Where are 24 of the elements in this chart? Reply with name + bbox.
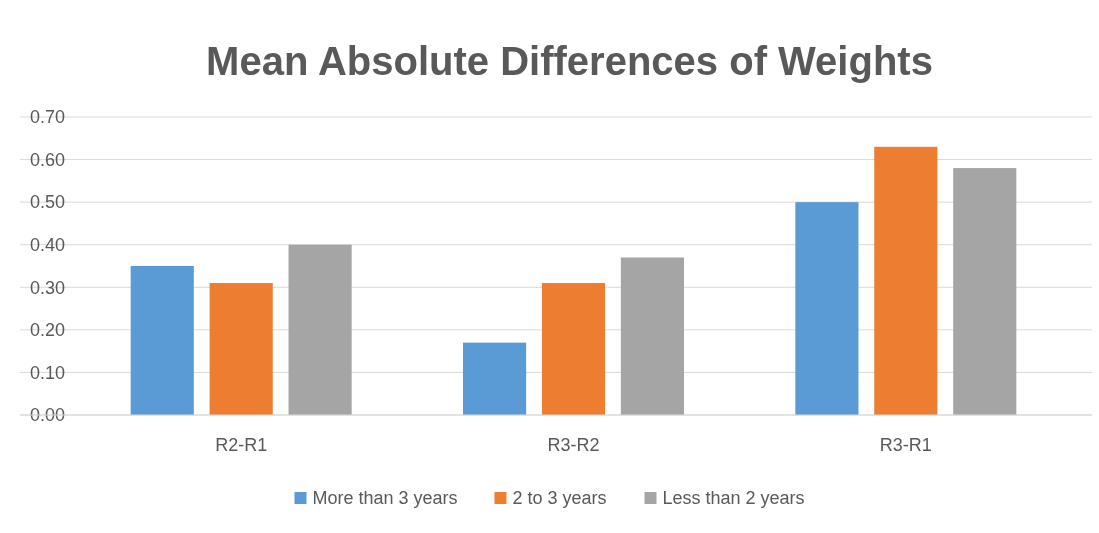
legend-label: More than 3 years [312, 488, 458, 509]
chart-title: Mean Absolute Differences of Weights [206, 39, 933, 83]
y-tick-label: 0.60 [29, 149, 65, 170]
y-tick-label: 0.20 [29, 320, 65, 341]
y-tick-label: 0.40 [29, 235, 65, 256]
y-tick-label: 0.70 [29, 107, 65, 128]
x-tick-label: R3-R1 [879, 435, 932, 455]
legend-label: 2 to 3 years [512, 488, 607, 509]
bar [541, 283, 606, 415]
legend-label: Less than 2 years [662, 488, 805, 509]
bar [620, 257, 684, 415]
bar [874, 146, 938, 415]
bar [795, 202, 859, 415]
x-tick-label: R2-R1 [215, 435, 268, 455]
bar [463, 342, 527, 415]
bar [953, 168, 1017, 415]
bar [130, 266, 194, 415]
y-tick-label: 0.10 [29, 362, 65, 383]
x-tick-label: R3-R2 [547, 435, 600, 455]
y-tick-label: 0.50 [29, 192, 65, 213]
y-tick-label: 0.30 [29, 277, 65, 298]
bar [288, 244, 352, 415]
bar [209, 283, 273, 415]
y-tick-label: 0.00 [29, 405, 65, 426]
